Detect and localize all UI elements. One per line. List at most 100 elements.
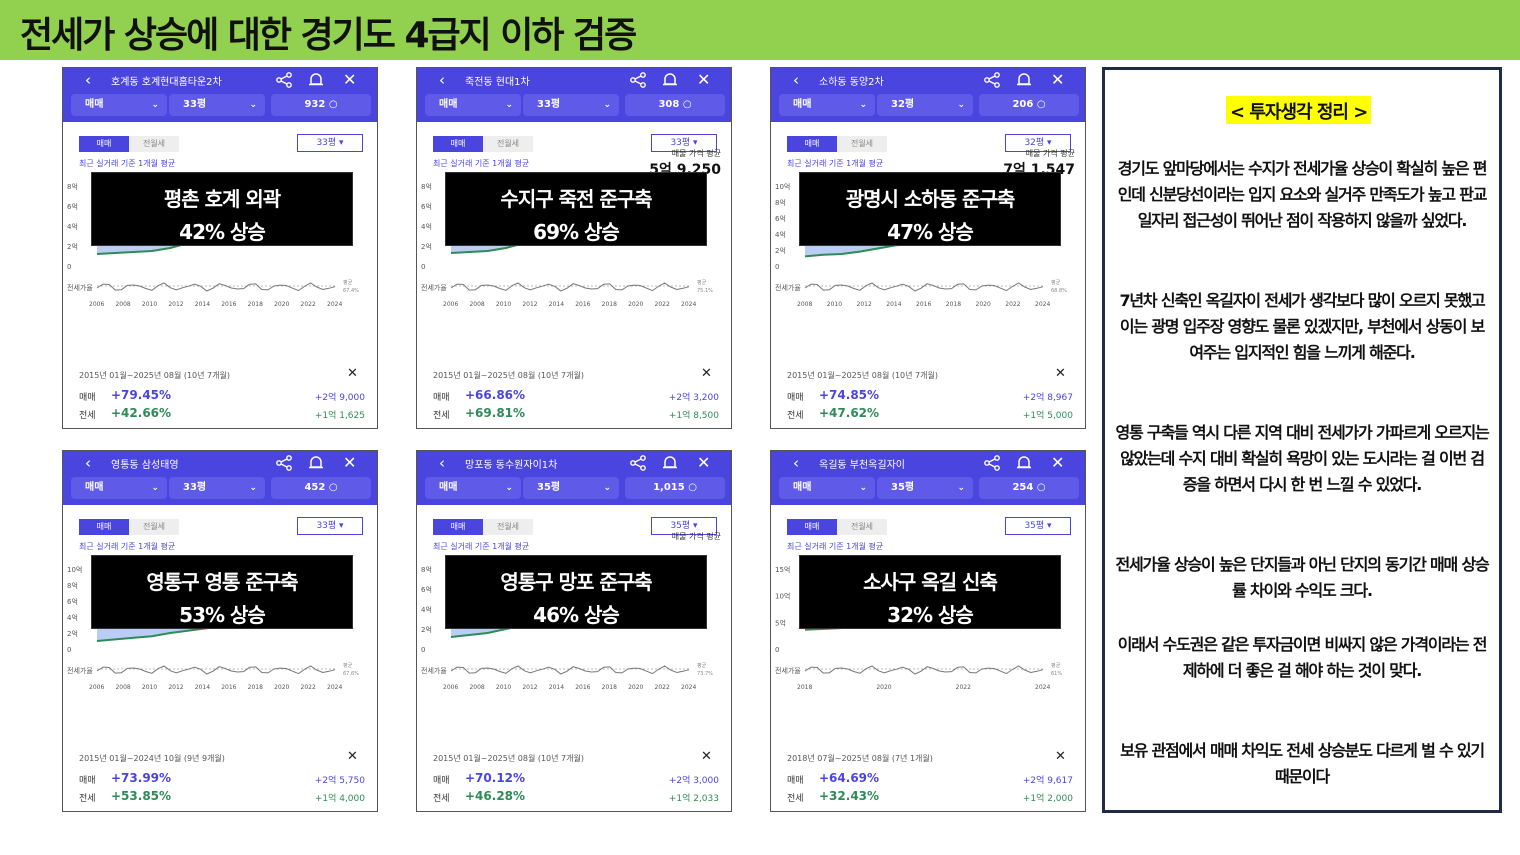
tab-jeonse[interactable]: 전월세 — [837, 136, 887, 152]
y-tick-label: 8억 — [67, 582, 78, 590]
tab-jeonse[interactable]: 전월세 — [483, 519, 533, 535]
close-icon[interactable]: ✕ — [343, 453, 357, 472]
bell-icon[interactable] — [1015, 71, 1033, 89]
size-select[interactable]: 32평 ⌄ — [877, 94, 973, 116]
ratio-line — [450, 282, 690, 292]
bell-icon[interactable] — [661, 71, 679, 89]
x-tick-label: 2012 — [168, 301, 183, 308]
close-icon[interactable]: ✕ — [701, 749, 712, 764]
jeonse-label: 전세 — [787, 411, 804, 421]
bell-icon[interactable] — [661, 454, 679, 472]
recent-average-label: 최근 실거래 기준 1개월 평균 — [79, 159, 176, 168]
back-icon[interactable]: ‹ — [85, 71, 91, 89]
household-count[interactable]: 254 ○ — [979, 477, 1079, 499]
trade-change-row: 매매 +79.45% +2억 9,000 — [79, 388, 365, 404]
overlay-region: 수지구 죽전 준구축 — [500, 187, 652, 211]
size-select[interactable]: 33평 ⌄ — [169, 477, 265, 499]
chart-size-select[interactable]: 32평 ▾ — [1005, 134, 1071, 152]
share-icon[interactable] — [629, 455, 647, 471]
complex-name: 옥길동 부천옥길자이 — [819, 460, 905, 471]
deal-type-select[interactable]: 매매 ⌄ — [779, 477, 875, 499]
tab-trade[interactable]: 매매 — [787, 519, 837, 535]
close-icon[interactable]: ✕ — [347, 749, 358, 764]
trade-change-row: 매매 +70.12% +2억 3,000 — [433, 771, 719, 787]
x-tick-label: 2008 — [469, 301, 484, 308]
share-icon[interactable] — [275, 72, 293, 88]
share-icon[interactable] — [275, 455, 293, 471]
close-icon[interactable]: ✕ — [701, 366, 712, 381]
chart-size-select[interactable]: 33평 ▾ — [651, 134, 717, 152]
tab-trade[interactable]: 매매 — [433, 519, 483, 535]
back-icon[interactable]: ‹ — [793, 71, 799, 89]
chart-size-select[interactable]: 33평 ▾ — [297, 134, 363, 152]
close-icon[interactable]: ✕ — [1051, 453, 1065, 472]
share-icon[interactable] — [983, 72, 1001, 88]
deal-type-select[interactable]: 매매 ⌄ — [425, 477, 521, 499]
chart-size-select[interactable]: 35평 ▾ — [651, 517, 717, 535]
y-tick-label: 4억 — [421, 606, 432, 614]
bell-icon[interactable] — [307, 454, 325, 472]
chart-size-label: 35평 — [1024, 521, 1045, 531]
share-icon[interactable] — [629, 72, 647, 88]
page-title: 전세가 상승에 대한 경기도 4급지 이하 검증 — [20, 15, 637, 56]
deal-type-select[interactable]: 매매 ⌄ — [71, 477, 167, 499]
ratio-avg-label: 평균 — [343, 662, 353, 669]
deal-type-label: 매매 — [793, 482, 812, 493]
size-select[interactable]: 35평 ⌄ — [523, 477, 619, 499]
complex-card: ‹ 소하동 동양2차 ✕ 매매 ⌄ 32평 ⌄ 206 ○ 매매 전월세 32평 ▾… — [770, 67, 1086, 429]
household-count[interactable]: 1,015 ○ — [625, 477, 725, 499]
summary-paragraph: 7년차 신축인 옥길자이 전세가 생각보다 많이 오르지 못했고 이는 광명 입… — [1119, 291, 1485, 362]
ratio-avg-label: 평균 — [1051, 279, 1061, 286]
close-icon[interactable]: ✕ — [1051, 70, 1065, 89]
tab-trade[interactable]: 매매 — [433, 136, 483, 152]
overlay-region: 광명시 소하동 준구축 — [845, 187, 1016, 211]
y-tick-label: 2억 — [421, 243, 432, 251]
size-select[interactable]: 33평 ⌄ — [523, 94, 619, 116]
bell-icon[interactable] — [307, 71, 325, 89]
size-select[interactable]: 33평 ⌄ — [169, 94, 265, 116]
back-icon[interactable]: ‹ — [439, 454, 445, 472]
close-icon[interactable]: ✕ — [697, 70, 711, 89]
chart-size-select[interactable]: 33평 ▾ — [297, 517, 363, 535]
trade-percent: +74.85% — [819, 388, 880, 402]
jeonse-change-row: 전세 +47.62% +1억 5,000 — [787, 406, 1073, 422]
back-icon[interactable]: ‹ — [793, 454, 799, 472]
household-count[interactable]: 452 ○ — [271, 477, 371, 499]
close-icon[interactable]: ✕ — [1055, 749, 1066, 764]
chevron-down-icon: ⌄ — [151, 100, 159, 110]
back-icon[interactable]: ‹ — [85, 454, 91, 472]
close-icon[interactable]: ✕ — [1055, 366, 1066, 381]
tab-jeonse[interactable]: 전월세 — [483, 136, 533, 152]
tab-trade[interactable]: 매매 — [787, 136, 837, 152]
x-tick-label: 2014 — [549, 301, 564, 308]
household-count[interactable]: 206 ○ — [979, 94, 1079, 116]
share-icon[interactable] — [983, 455, 1001, 471]
ratio-avg-value: 75.1% — [697, 288, 713, 294]
household-count[interactable]: 308 ○ — [625, 94, 725, 116]
household-count[interactable]: 932 ○ — [271, 94, 371, 116]
tab-jeonse[interactable]: 전월세 — [129, 136, 179, 152]
tab-jeonse[interactable]: 전월세 — [129, 519, 179, 535]
jeonse-percent: +53.85% — [111, 789, 172, 803]
deal-type-label: 매매 — [793, 99, 812, 110]
close-icon[interactable]: ✕ — [343, 70, 357, 89]
deal-type-select[interactable]: 매매 ⌄ — [425, 94, 521, 116]
tab-trade[interactable]: 매매 — [79, 136, 129, 152]
period-range: 2015년 01월~2025년 08월 (10년 7개월) — [787, 371, 938, 380]
trade-change-row: 매매 +73.99% +2억 5,750 — [79, 771, 365, 787]
close-icon[interactable]: ✕ — [697, 453, 711, 472]
trade-diff: +2억 8,967 — [1022, 393, 1073, 403]
close-icon[interactable]: ✕ — [347, 366, 358, 381]
y-tick-label: 2억 — [421, 626, 432, 634]
tab-jeonse[interactable]: 전월세 — [837, 519, 887, 535]
chart-size-select[interactable]: 35평 ▾ — [1005, 517, 1071, 535]
deal-type-select[interactable]: 매매 ⌄ — [71, 94, 167, 116]
size-select[interactable]: 35평 ⌄ — [877, 477, 973, 499]
bell-icon[interactable] — [1015, 454, 1033, 472]
jeonse-percent: +32.43% — [819, 789, 880, 803]
back-icon[interactable]: ‹ — [439, 71, 445, 89]
tab-trade[interactable]: 매매 — [79, 519, 129, 535]
chart-size-label: 35평 — [670, 521, 691, 531]
deal-type-select[interactable]: 매매 ⌄ — [779, 94, 875, 116]
chevron-down-icon: ⌄ — [957, 483, 965, 493]
